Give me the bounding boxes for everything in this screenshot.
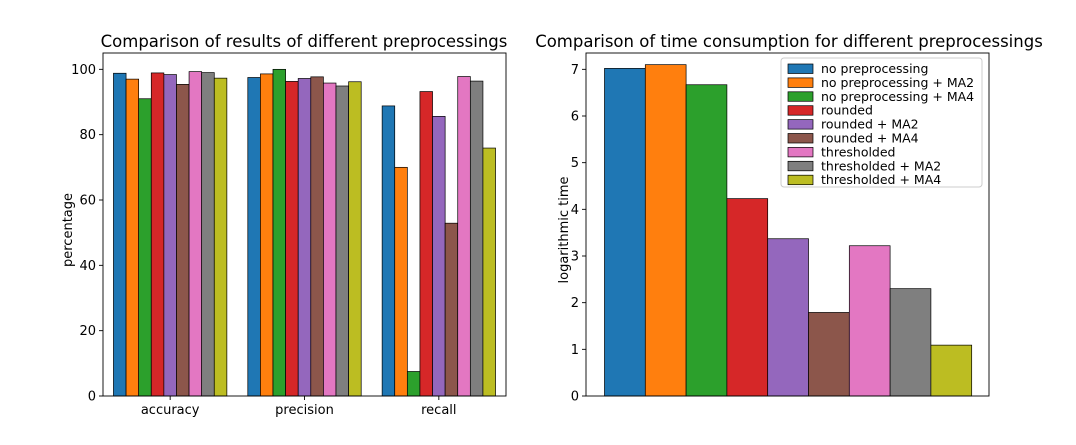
time-chart-y-axis-label: logarithmic time: [557, 176, 572, 283]
time-y-tick-label: 5: [571, 156, 579, 171]
time-y-tick-label: 0: [571, 390, 579, 405]
metrics-bar-recall-no-preprocessing: [381, 105, 396, 397]
metrics-x-tick-label-precision: precision: [275, 403, 334, 418]
time-bar-no-preprocessing: [604, 68, 646, 397]
time-y-tick-label: 2: [571, 296, 579, 311]
time-y-tick-label: 1: [571, 343, 579, 358]
legend-swatch-thresholded-ma2: [787, 160, 814, 172]
metrics-bar-precision-no-preprocessing: [247, 77, 261, 397]
metrics-bar-accuracy-rounded: [150, 72, 165, 397]
metrics-x-tick-label-recall: recall: [421, 403, 456, 418]
metrics-bar-accuracy-no-preprocessing-ma2: [125, 78, 140, 397]
metrics-bar-precision-no-preprocessing-ma4: [272, 68, 286, 397]
time-y-tick-label: 4: [571, 203, 579, 218]
metrics-bar-recall-thresholded: [457, 76, 471, 397]
metrics-bar-precision-thresholded-ma2: [335, 85, 349, 397]
metrics-chart: Comparison of results of different prepr…: [61, 32, 507, 418]
metrics-bar-accuracy-no-preprocessing: [113, 72, 127, 397]
metrics-y-tick-label: 40: [79, 259, 96, 274]
metrics-bar-accuracy-thresholded: [188, 71, 203, 397]
legend-label-thresholded: thresholded: [821, 144, 896, 159]
time-y-tick-label: 6: [571, 110, 579, 125]
legend-label-thresholded-ma2: thresholded + MA2: [821, 158, 941, 173]
metrics-bar-precision-rounded-ma4: [310, 76, 324, 397]
legend-swatch-no-preprocessing: [787, 63, 814, 74]
time-bar-rounded-ma4: [808, 312, 850, 397]
metrics-bar-precision-no-preprocessing-ma2: [260, 73, 274, 397]
legend-swatch-rounded: [787, 105, 814, 116]
time-bar-thresholded: [848, 245, 891, 397]
metrics-bar-recall-no-preprocessing-ma2: [394, 166, 408, 397]
metrics-bar-recall-thresholded-ma4: [482, 147, 496, 397]
legend-swatch-no-preprocessing-ma4: [787, 91, 814, 102]
metrics-bar-recall-rounded-ma2: [432, 116, 446, 397]
legend-label-rounded-ma2: rounded + MA2: [821, 117, 919, 132]
time-y-tick-label: 7: [571, 63, 579, 78]
legend-label-rounded-ma4: rounded + MA4: [821, 131, 919, 146]
time-bar-rounded: [726, 198, 769, 397]
time-bar-rounded-ma2: [767, 238, 809, 397]
legend-swatch-thresholded-ma4: [787, 174, 814, 186]
metrics-x-tick-label-accuracy: accuracy: [141, 403, 200, 418]
metrics-bar-precision-rounded: [285, 81, 299, 397]
metrics-bar-accuracy-rounded-ma2: [163, 74, 177, 397]
metrics-y-tick-label: 20: [79, 324, 96, 339]
metrics-bar-recall-rounded-ma4: [444, 222, 459, 397]
time-bar-thresholded-ma4: [930, 344, 973, 397]
legend-swatch-rounded-ma2: [787, 119, 814, 130]
time-chart-frame: [585, 52, 990, 397]
metrics-chart-y-axis-label: percentage: [61, 193, 76, 267]
metrics-chart-title: Comparison of results of different prepr…: [101, 32, 508, 51]
metrics-y-tick-label: 100: [71, 63, 96, 78]
metrics-bar-accuracy-thresholded-ma4: [213, 77, 228, 397]
time-chart-title: Comparison of time consumption for diffe…: [535, 32, 1043, 51]
time-chart: Comparison of time consumption for diffe…: [535, 32, 1043, 405]
time-bar-thresholded-ma2: [889, 288, 932, 397]
legend-label-thresholded-ma4: thresholded + MA4: [821, 172, 941, 187]
metrics-y-tick-label: 0: [88, 390, 96, 405]
metrics-bar-accuracy-thresholded-ma2: [201, 72, 215, 397]
metrics-y-tick-label: 60: [79, 194, 96, 209]
legend-label-no-preprocessing-ma4: no preprocessing + MA4: [821, 89, 974, 104]
metrics-bar-precision-thresholded-ma4: [348, 81, 362, 397]
metrics-bar-recall-thresholded-ma2: [469, 80, 484, 397]
metrics-bar-accuracy-rounded-ma4: [176, 84, 190, 397]
metrics-y-tick-label: 80: [79, 128, 96, 143]
time-bar-no-preprocessing-ma4: [685, 84, 728, 397]
time-y-tick-label: 3: [571, 250, 579, 265]
legend-swatch-no-preprocessing-ma2: [787, 77, 814, 88]
legend-label-no-preprocessing-ma2: no preprocessing + MA2: [821, 75, 974, 90]
metrics-bar-accuracy-no-preprocessing-ma4: [138, 98, 152, 397]
metrics-bar-precision-rounded-ma2: [297, 78, 312, 397]
legend-swatch-rounded-ma4: [787, 133, 814, 144]
legend-label-no-preprocessing: no preprocessing: [821, 61, 928, 76]
metrics-bar-recall-no-preprocessing-ma4: [406, 371, 421, 397]
time-bar-no-preprocessing-ma2: [644, 64, 687, 397]
metrics-bar-recall-rounded: [419, 91, 433, 397]
legend-box: [780, 57, 983, 188]
legend-swatch-thresholded: [787, 147, 814, 158]
metrics-chart-frame: [102, 52, 507, 397]
legend-label-rounded: rounded: [821, 103, 873, 118]
metrics-bar-precision-thresholded: [323, 82, 337, 397]
